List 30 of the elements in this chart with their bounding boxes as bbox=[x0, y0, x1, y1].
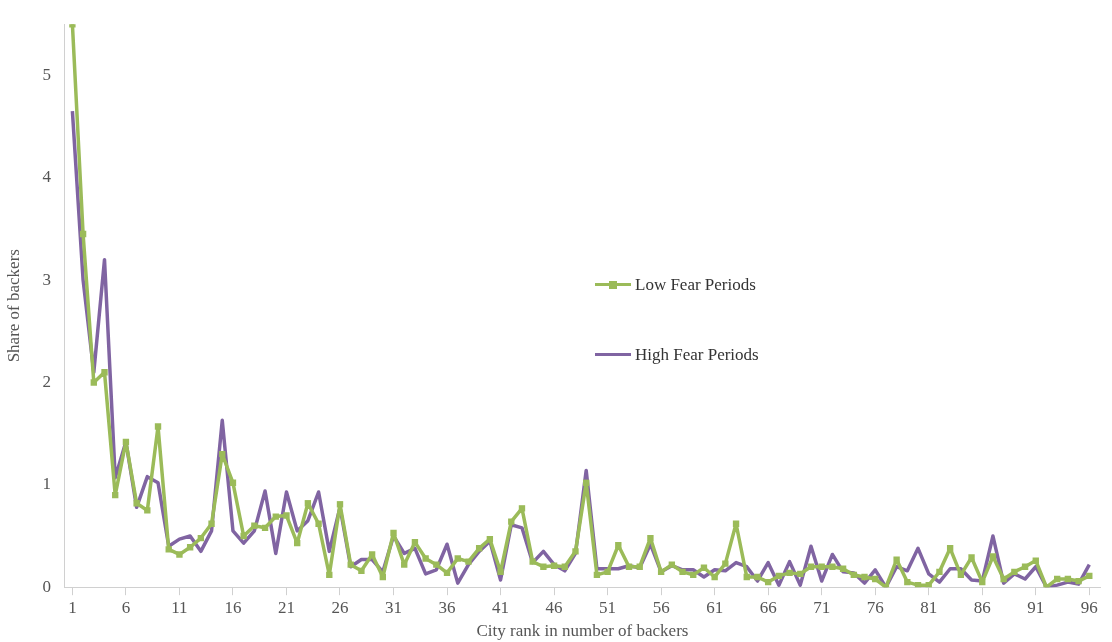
x-tick-label: 46 bbox=[545, 597, 563, 617]
x-tick-label: 21 bbox=[277, 597, 295, 617]
x-tick-label: 26 bbox=[331, 597, 349, 617]
x-tick-label: 66 bbox=[759, 597, 777, 617]
y-tick-label: 0 bbox=[42, 576, 51, 596]
x-tick-label: 81 bbox=[920, 597, 938, 617]
x-tick-label: 41 bbox=[492, 597, 510, 617]
x-tick-label: 76 bbox=[866, 597, 884, 617]
x-tick-label: 6 bbox=[121, 597, 131, 617]
legend-label: High Fear Periods bbox=[635, 345, 759, 365]
y-tick-label: 1 bbox=[42, 474, 51, 494]
x-tick-label: 11 bbox=[171, 597, 188, 617]
legend-label: Low Fear Periods bbox=[635, 275, 756, 295]
x-tick-label: 86 bbox=[973, 597, 991, 617]
y-tick-label: 2 bbox=[42, 371, 51, 391]
x-axis-title: City rank in number of backers bbox=[476, 621, 689, 641]
x-tick-label: 31 bbox=[385, 597, 403, 617]
y-axis-title: Share of backers bbox=[3, 249, 23, 363]
y-tick-label: 3 bbox=[42, 269, 51, 289]
x-tick-label: 96 bbox=[1080, 597, 1098, 617]
x-tick-label: 16 bbox=[224, 597, 242, 617]
y-tick-label: 5 bbox=[42, 64, 51, 84]
y-tick-label: 4 bbox=[42, 167, 52, 187]
x-tick-label: 56 bbox=[652, 597, 670, 617]
x-tick-label: 51 bbox=[599, 597, 617, 617]
x-tick-label: 71 bbox=[813, 597, 831, 617]
x-tick-label: 91 bbox=[1027, 597, 1045, 617]
x-tick-label: 1 bbox=[68, 597, 77, 617]
x-tick-label: 61 bbox=[706, 597, 724, 617]
x-tick-label: 36 bbox=[438, 597, 456, 617]
